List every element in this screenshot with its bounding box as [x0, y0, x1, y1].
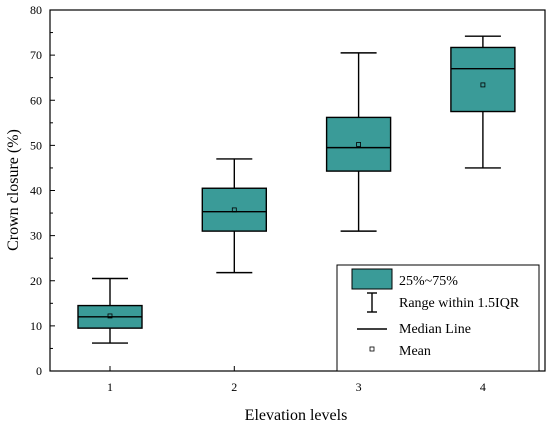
box-group-3 [325, 52, 392, 232]
mean-marker [231, 207, 237, 213]
y-tick-label: 60 [30, 93, 42, 107]
box-group-1 [77, 277, 143, 344]
y-tick-label: 0 [36, 364, 42, 378]
x-tick-label: 2 [231, 380, 237, 394]
y-axis-label: Crown closure (%) [5, 129, 22, 251]
legend-mean-symbol [369, 346, 375, 352]
legend: 25%~75% Range within 1.5IQR Median Line … [336, 264, 540, 372]
x-tick-label: 3 [356, 380, 362, 394]
box-group-2 [201, 158, 268, 274]
y-tick-label: 30 [30, 229, 42, 243]
y-tick-label: 40 [30, 184, 42, 198]
legend-label-median: Median Line [399, 322, 471, 337]
iqr-box [325, 116, 392, 172]
iqr-box [201, 187, 268, 232]
mean-marker [107, 313, 113, 319]
y-tick-label: 20 [30, 274, 42, 288]
mean-marker [356, 142, 362, 147]
x-axis-label: Elevation levels [245, 407, 348, 424]
legend-box-swatch [351, 268, 393, 290]
axes: 0 10 20 30 40 50 60 70 80 1 2 3 4 [30, 3, 546, 394]
legend-label-range: Range within 1.5IQR [399, 296, 520, 311]
legend-label-box: 25%~75% [399, 274, 458, 289]
y-tick-label: 50 [30, 138, 42, 152]
x-tick-label: 4 [480, 380, 486, 394]
legend-label-mean: Mean [399, 344, 431, 359]
box-group-4 [450, 35, 516, 169]
x-tick-label: 1 [107, 380, 113, 394]
box-series [77, 35, 516, 344]
iqr-box [450, 46, 516, 113]
mean-marker [480, 82, 486, 88]
legend-range-symbol [367, 292, 377, 313]
y-tick-label: 70 [30, 48, 42, 62]
y-tick-label: 10 [30, 319, 42, 333]
y-tick-label: 80 [30, 3, 42, 17]
